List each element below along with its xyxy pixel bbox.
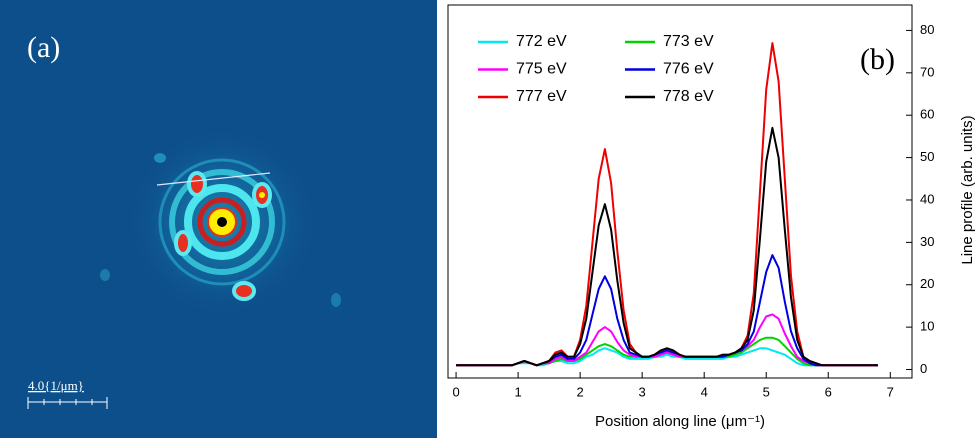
y-tick-label: 80 xyxy=(920,22,934,37)
ring xyxy=(169,169,275,275)
blob xyxy=(232,281,256,301)
scale-bar-label: 4.0{1/μm} xyxy=(28,378,84,393)
x-tick-label: 6 xyxy=(825,384,832,399)
plot-frame xyxy=(447,4,913,379)
ring xyxy=(184,184,260,260)
y-tick-label: 10 xyxy=(920,319,934,334)
x-axis-label: Position along line (μm⁻¹) xyxy=(595,413,765,430)
x-tick-label: 0 xyxy=(452,384,459,399)
panel-label: (b) xyxy=(860,43,895,76)
y-tick-label: 40 xyxy=(920,191,934,206)
legend-label: 776 eV xyxy=(663,61,714,78)
ring xyxy=(158,158,286,286)
profile-line xyxy=(156,172,271,186)
x-tick-label: 2 xyxy=(577,384,584,399)
line-series xyxy=(456,126,878,367)
speckle xyxy=(154,153,166,163)
y-tick-label: 20 xyxy=(920,276,934,291)
scale-bar xyxy=(27,397,108,409)
speckle xyxy=(331,293,341,307)
blob xyxy=(187,171,207,197)
x-tick-label: 4 xyxy=(701,384,708,399)
y-tick-label: 0 xyxy=(920,361,927,376)
x-tick-label: 5 xyxy=(763,384,770,399)
legend-label: 772 eV xyxy=(516,33,567,50)
line-series xyxy=(456,336,878,367)
blob-core xyxy=(259,192,265,198)
y-tick-label: 30 xyxy=(920,234,934,249)
blob xyxy=(174,230,192,256)
line-series xyxy=(456,313,878,367)
panel-label: (a) xyxy=(27,31,60,64)
image-panel: (a) 4.0{1/μm} xyxy=(0,0,437,438)
y-tick-label: 60 xyxy=(920,107,934,122)
speckle xyxy=(100,269,110,281)
x-tick-label: 1 xyxy=(514,384,521,399)
legend-label: 773 eV xyxy=(663,33,714,50)
x-tick-label: 7 xyxy=(887,384,894,399)
legend-label: 778 eV xyxy=(663,88,714,105)
y-axis-label: Line profile (arb. units) xyxy=(959,115,976,264)
x-tick-label: 3 xyxy=(639,384,646,399)
y-tick-label: 70 xyxy=(920,64,934,79)
legend-label: 777 eV xyxy=(516,88,567,105)
y-tick-label: 50 xyxy=(920,149,934,164)
core-center xyxy=(217,217,227,227)
legend-label: 775 eV xyxy=(516,61,567,78)
ring xyxy=(197,197,247,247)
